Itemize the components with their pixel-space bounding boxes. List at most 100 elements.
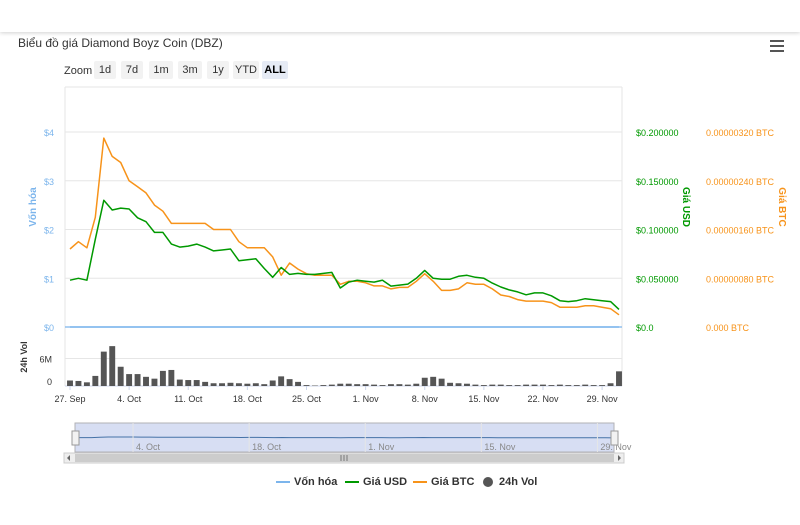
volume-bar xyxy=(117,366,124,386)
volume-bar xyxy=(447,382,454,386)
navigator-tick-label: 18. Oct xyxy=(252,442,282,452)
scroll-left-arrow-icon[interactable] xyxy=(67,455,70,461)
legend-volume-dot-icon xyxy=(483,477,493,487)
x-tick-label: 29. Nov xyxy=(587,394,619,404)
btc-price-line xyxy=(69,137,620,316)
volume-axis-title: 24h Vol xyxy=(19,341,29,372)
volume-bar xyxy=(193,380,200,386)
x-tick-label: 18. Oct xyxy=(233,394,263,404)
x-tick-label: 11. Oct xyxy=(174,394,203,404)
zoom-1y-button[interactable]: 1y xyxy=(207,61,229,79)
volume-bar xyxy=(413,383,420,386)
volume-bar xyxy=(531,384,538,386)
y-btc-tick-label: 0.00000160 BTC xyxy=(706,226,775,236)
volume-bar xyxy=(616,371,622,386)
volume-bar xyxy=(134,374,141,386)
volume-bar xyxy=(464,383,470,386)
volume-bar xyxy=(109,346,116,386)
navigator-handle[interactable] xyxy=(71,430,80,446)
volume-bar xyxy=(345,383,352,386)
navigator-handle[interactable] xyxy=(610,430,619,446)
y-btc-tick-label: 0.00000320 BTC xyxy=(706,128,775,138)
volume-bar xyxy=(565,385,572,386)
x-tick-label: 4. Oct xyxy=(117,394,142,404)
volume-bar xyxy=(472,384,479,386)
zoom-3m-button[interactable]: 3m xyxy=(178,61,202,79)
zoom-1m-button[interactable]: 1m xyxy=(149,61,173,79)
volume-bar xyxy=(438,378,445,386)
y-usd-tick-label: $0.050000 xyxy=(636,274,679,284)
volume-bar xyxy=(540,384,546,386)
volume-bar xyxy=(362,384,369,386)
volume-bar xyxy=(404,384,411,386)
volume-bar xyxy=(328,384,335,386)
volume-bar xyxy=(396,384,403,386)
volume-bar xyxy=(371,384,378,386)
x-tick-label: 8. Nov xyxy=(412,394,439,404)
zoom-1d-button[interactable]: 1d xyxy=(94,61,116,79)
volume-bar xyxy=(607,383,614,386)
volume-bar xyxy=(337,383,344,386)
volume-bar xyxy=(176,379,183,386)
navigator-tick-label: 1. Nov xyxy=(368,442,395,452)
volume-bar xyxy=(83,382,90,386)
y-usd-tick-label: $0.0 xyxy=(636,323,654,333)
legend-market-cap-line-icon xyxy=(276,481,290,483)
legend-market-cap-label: Vốn hóa xyxy=(294,476,338,488)
legend-usd-label: Giá USD xyxy=(363,476,408,488)
volume-bar xyxy=(227,382,234,386)
legend-btc-label: Giá BTC xyxy=(431,476,475,488)
chart-title: Biểu đồ giá Diamond Boyz Coin (DBZ) xyxy=(18,36,223,50)
y-btc-tick-label: 0.000 BTC xyxy=(706,323,750,333)
volume-bar xyxy=(590,385,597,386)
y-usd-tick-label: $0.100000 xyxy=(636,226,679,236)
zoom-ytd-button[interactable]: YTD xyxy=(233,61,259,79)
y-left-tick-label: $0 xyxy=(44,323,54,333)
volume-bar xyxy=(100,351,107,386)
volume-bar xyxy=(286,379,293,386)
zoom-all-button[interactable]: ALL xyxy=(262,61,288,79)
y-usd-tick-label: $0.150000 xyxy=(636,177,679,187)
volume-bar xyxy=(261,384,268,386)
volume-bar xyxy=(430,376,437,386)
x-tick-label: 15. Nov xyxy=(468,394,500,404)
volume-bar xyxy=(556,384,563,386)
y-left-tick-label: $3 xyxy=(44,177,54,187)
navigator-tick-label: 29. Nov xyxy=(600,442,632,452)
x-tick-label: 25. Oct xyxy=(292,394,322,404)
volume-bar xyxy=(548,385,555,386)
volume-bar xyxy=(126,374,133,386)
top-bar xyxy=(0,0,800,32)
legend-usd-line-icon xyxy=(345,481,359,483)
volume-bar xyxy=(523,384,530,386)
volume-bar xyxy=(497,384,504,386)
volume-bar xyxy=(159,370,166,386)
x-tick-label: 1. Nov xyxy=(353,394,380,404)
navigator-tick-label: 4. Oct xyxy=(136,442,161,452)
volume-bar xyxy=(514,385,521,386)
volume-bar xyxy=(379,385,386,386)
volume-bar xyxy=(506,385,513,386)
volume-bar xyxy=(185,380,192,386)
volume-bar xyxy=(320,385,327,386)
volume-bar xyxy=(573,385,580,386)
y-left-tick-label: $1 xyxy=(44,274,54,284)
volume-bar xyxy=(582,384,589,386)
zoom-7d-button[interactable]: 7d xyxy=(121,61,143,79)
volume-bar xyxy=(599,385,606,386)
navigator-series-line xyxy=(75,436,615,439)
y-left-axis-title: Vốn hóa xyxy=(27,187,39,227)
scroll-right-arrow-icon[interactable] xyxy=(618,455,621,461)
legend-btc-line-icon xyxy=(413,481,427,483)
volume-bar xyxy=(489,384,496,386)
hamburger-menu-icon[interactable] xyxy=(770,40,784,52)
scrollbar-grip-icon xyxy=(340,455,348,461)
legend-volume-label: 24h Vol xyxy=(499,476,538,488)
y-btc-tick-label: 0.00000080 BTC xyxy=(706,274,775,284)
volume-bar xyxy=(387,384,394,386)
volume-bar xyxy=(244,383,251,386)
navigator-tick-label: 15. Nov xyxy=(484,442,516,452)
volume-bar xyxy=(278,376,285,386)
volume-bar xyxy=(143,376,149,386)
